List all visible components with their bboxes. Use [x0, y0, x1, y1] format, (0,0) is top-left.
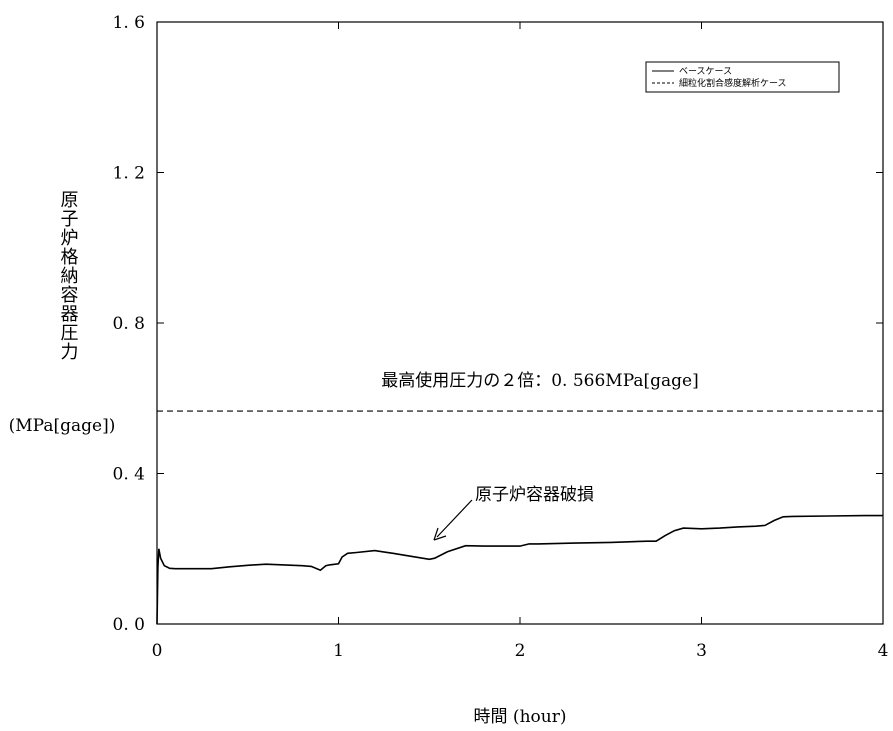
annotation-arrow	[436, 499, 473, 538]
x-tick-label: 1	[333, 641, 344, 661]
y-tick-label: 1. 2	[113, 164, 145, 184]
x-axis-label: 時間 (hour)	[474, 707, 567, 727]
y-axis-label: 原子炉格納容器圧力	[58, 190, 79, 361]
reference-line-label: 最高使用圧力の２倍：0. 566MPa[gage]	[381, 370, 699, 391]
annotation-label: 原子炉容器破損	[475, 485, 594, 505]
legend-label-sensitivity-case: 細粒化割合感度解析ケース	[679, 77, 787, 89]
series-line-base-case	[156, 514, 883, 625]
annotation-arrowhead-icon	[433, 527, 447, 541]
plot-frame	[156, 21, 884, 625]
x-axis-ticks: 0 1 2 3 4	[152, 22, 889, 661]
y-tick-label: 0. 8	[113, 314, 145, 334]
y-tick-label: 1. 6	[113, 13, 145, 33]
y-axis-unit: (MPa[gage])	[9, 416, 116, 436]
y-tick-label: 0. 4	[113, 465, 145, 485]
x-tick-label: 0	[152, 641, 163, 661]
x-tick-label: 4	[878, 641, 889, 661]
y-axis-ticks: 0. 0 0. 4 0. 8 1. 2 1. 6	[113, 13, 883, 635]
x-tick-label: 2	[515, 641, 526, 661]
legend-box	[645, 61, 840, 93]
legend: ベースケース 細粒化割合感度解析ケース	[645, 61, 840, 93]
legend-label-base-case: ベースケース	[679, 66, 732, 77]
y-tick-label: 0. 0	[113, 615, 145, 635]
x-tick-label: 3	[696, 641, 707, 661]
